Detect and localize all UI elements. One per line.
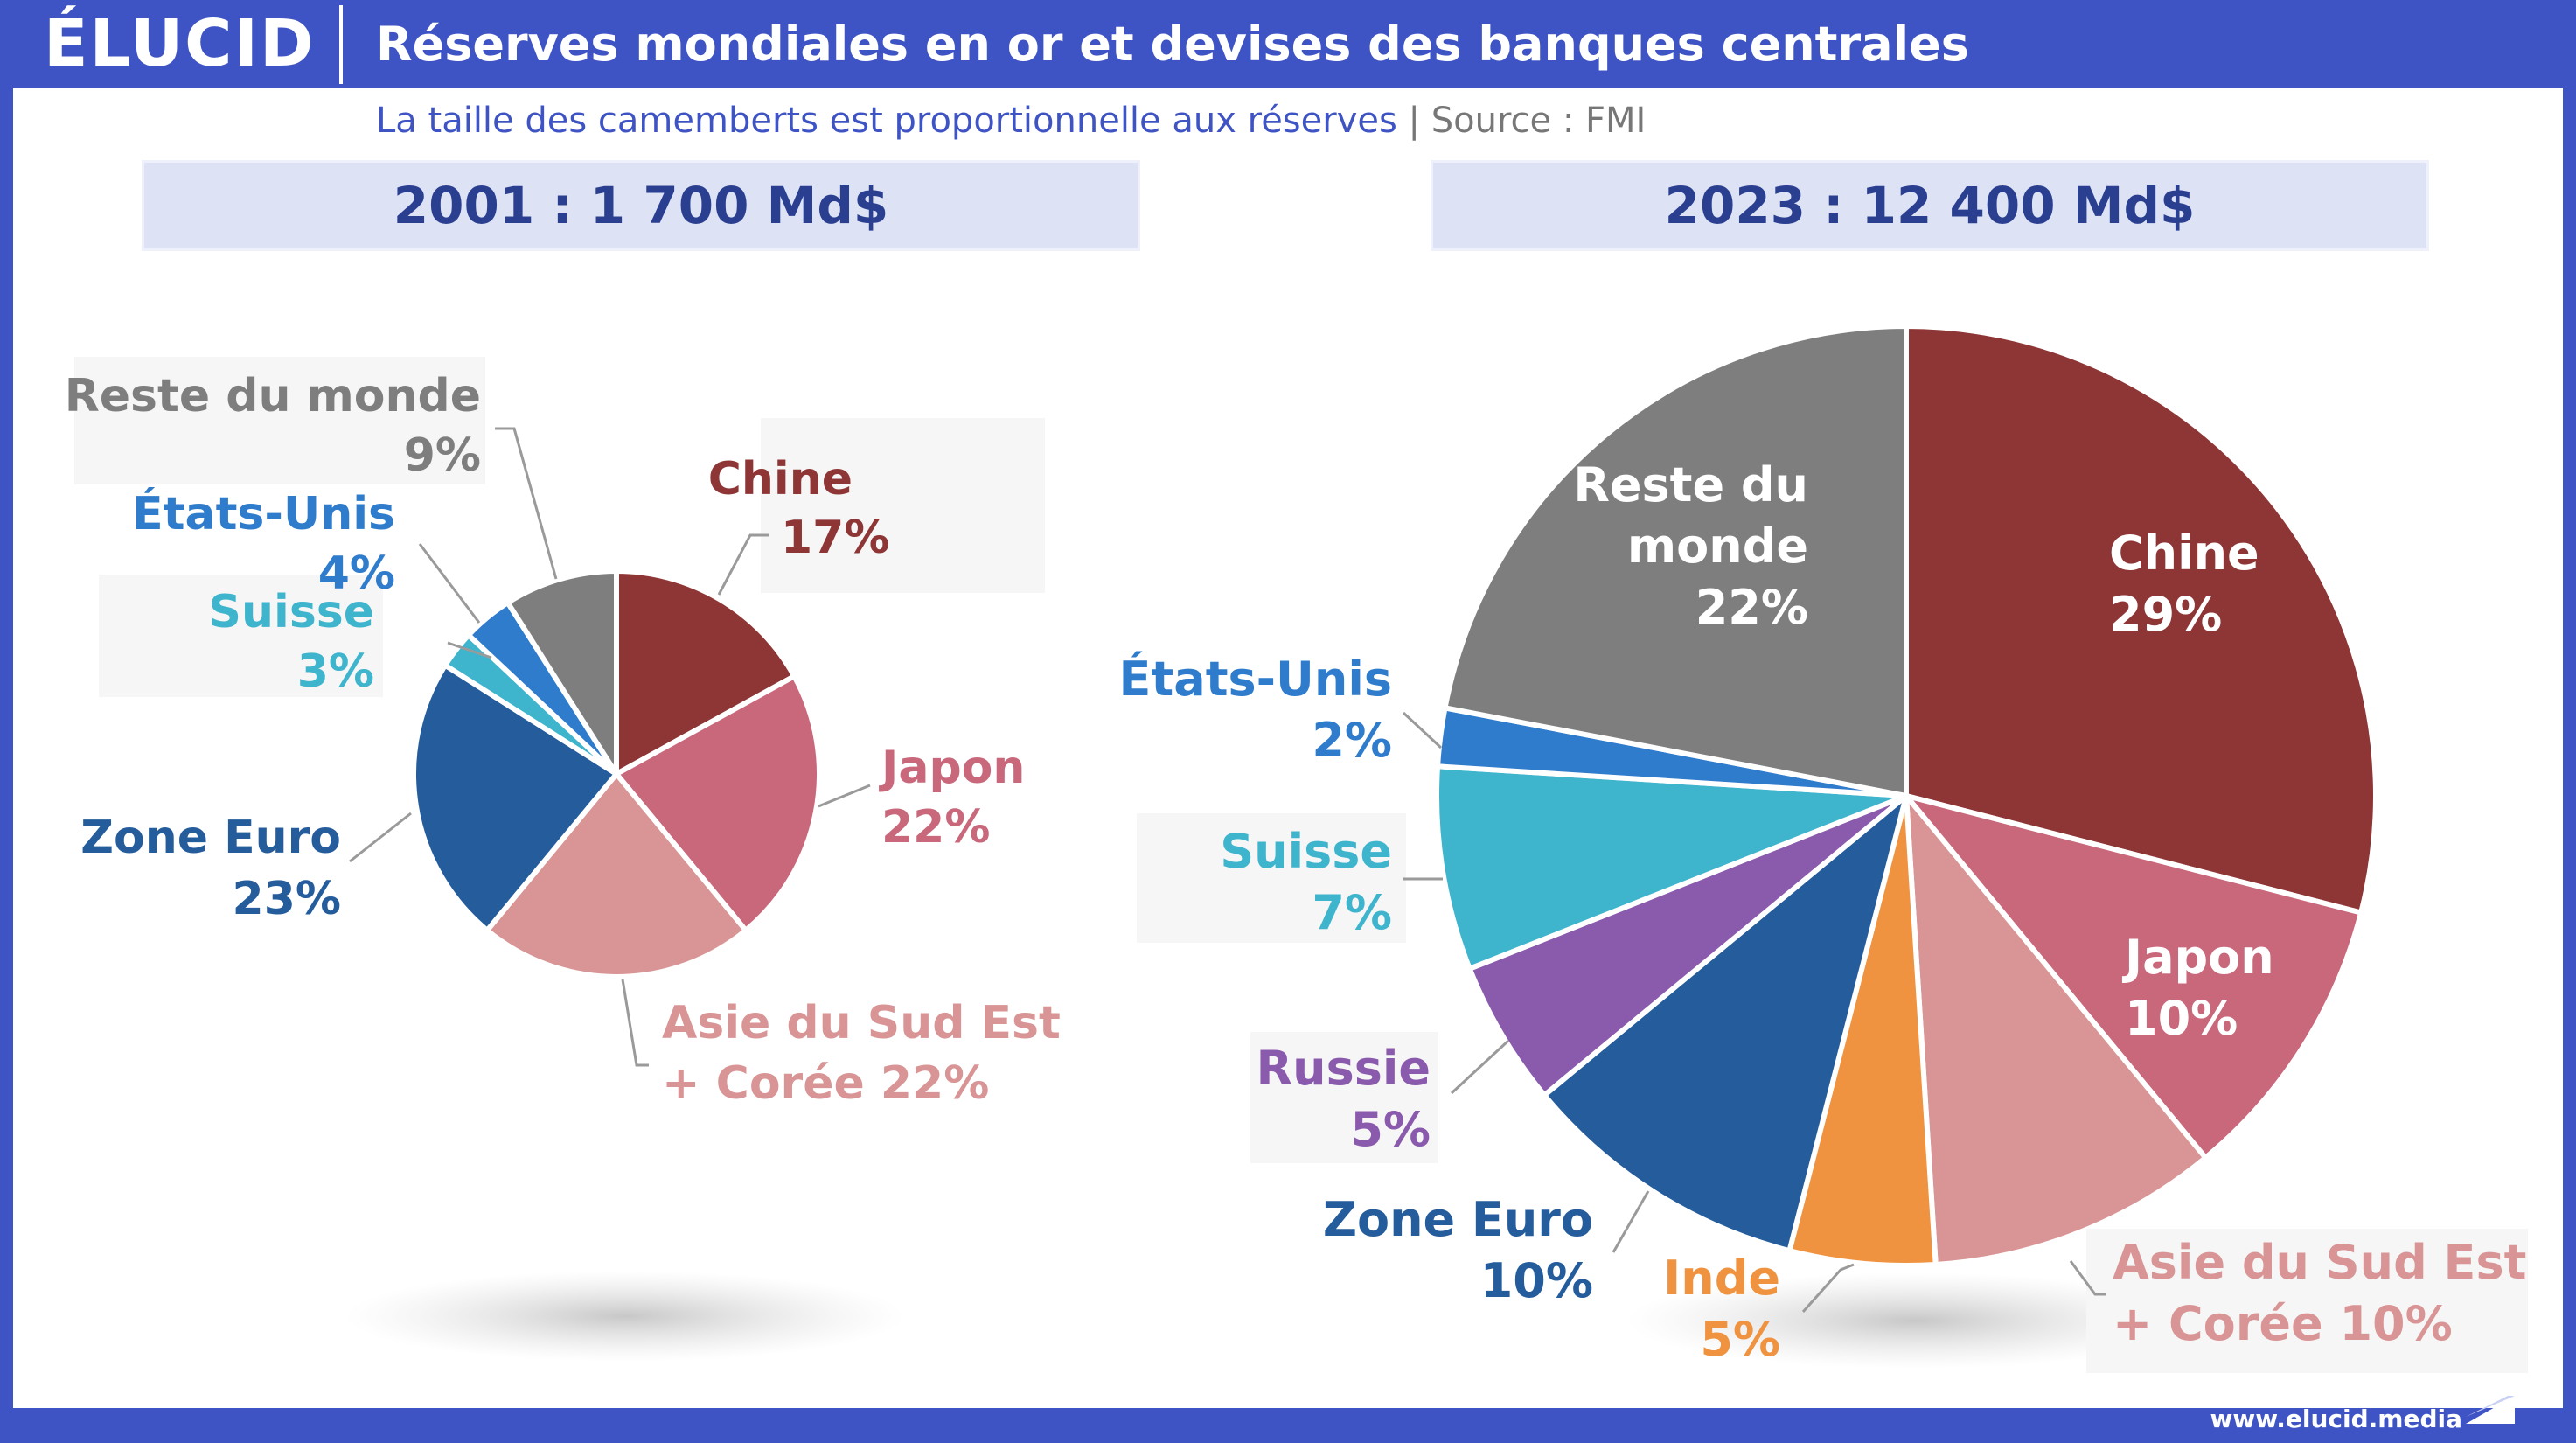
slice-label-label_text-0: 17% [781,512,889,564]
leader-line [1801,1263,1855,1314]
slice-label-label-1: Japon [2121,930,2274,985]
svg-text:+ Corée 22%: + Corée 22% [662,1057,989,1110]
pie-slice-2023-3 [1786,793,1939,1268]
pie-slice-2023-4 [1542,793,1909,1254]
pie-slice-2001-2 [484,771,748,979]
pie-slice-2001-6 [505,568,619,777]
leader-line [1450,1039,1510,1095]
slice-label-label_text-3: 23% [233,873,341,925]
pie-slice-2023-2 [1904,793,2209,1267]
slice-label-label_text-7: 2% [1312,713,1392,768]
source-text: Source : FMI [1431,101,1647,141]
subtitle-text: La taille des camemberts est proportionn… [376,101,1397,141]
slice-label-label-3: Inde [1663,1251,1780,1306]
leader-line [447,641,492,659]
leader-line [418,543,481,624]
pie-2001-slices [411,568,822,979]
slice-label-label2-8: monde [1627,519,1808,574]
slice-label-label_text-1: 10% [2125,991,2238,1046]
pie-2023-slices [1434,324,2379,1268]
label-backdrop [74,357,485,484]
label-backdrop [2086,1229,2528,1373]
pie-chart-2001: Chine 17% Japon 22% Asie du Sud Est + Corée 2… [65,357,1061,1362]
leader-line [1402,711,1443,749]
slice-label-label_text-6: 7% [1312,885,1392,940]
label-backdrop [1137,813,1406,943]
slice-label-label-0: Chine [708,453,853,505]
pie-2023-labels: Chine 29% Japon 10% Reste du monde 22% Asie du … [1119,457,2528,1373]
pie-slice-2023-0 [1904,324,2379,916]
slice-label-label-2: Asie du Sud Est [662,997,1061,1049]
pie-chart-2023: Chine 29% Japon 10% Reste du monde 22% Asie du … [1119,324,2528,1373]
chart-title-2023: 2023 : 12 400 Md$ [1431,160,2429,251]
label-backdrop [761,418,1045,593]
slice-label-label_text-5: 5% [1350,1102,1431,1157]
pie-slice-2001-1 [614,673,822,933]
slice-label-label-2: Asie du Sud Est [2113,1235,2526,1290]
leader-line [818,784,871,808]
slice-label-label-5: Russie [1257,1041,1431,1096]
slice-label-label-3: Zone Euro [80,812,341,864]
page-title: Réserves mondiales en or et devises des … [376,17,1969,72]
subtitle: La taille des camemberts est proportionn… [376,94,1646,147]
slice-label-label-5: États-Unis [132,487,395,540]
pie-slice-2001-0 [614,568,797,777]
slice-label-label_text-4: 10% [1480,1253,1593,1308]
slice-label-label_text-3: 5% [1700,1312,1780,1367]
slice-label-label_text-8: 22% [1695,580,1808,635]
leader-line [621,979,649,1067]
pie-shadow-2023 [1626,1272,2204,1369]
chart-title-2001: 2001 : 1 700 Md$ [142,160,1140,251]
slice-label-label-6: Reste du monde [65,370,481,422]
pie-slice-2001-3 [411,662,619,933]
slice-label-label-8: Reste du [1573,457,1808,512]
footer-arrow-icon [2466,1396,2515,1424]
leader-line [349,812,412,863]
logo-separator [339,5,343,84]
slice-label-label_text-5: 4% [318,547,395,600]
leader-line [1612,1190,1650,1253]
pie-slice-2023-1 [1904,793,2364,1161]
slice-label-label-4: Suisse [209,586,374,638]
slice-label-label-0: Chine [2109,526,2259,581]
pie-2001-labels: Chine 17% Japon 22% Asie du Sud Est + Corée 2… [65,357,1061,1110]
label-backdrop [1250,1032,1438,1163]
leader-line [495,427,558,580]
pie-slice-2023-5 [1466,793,1909,1098]
label-backdrop [99,575,383,697]
header: ÉLUCID Réserves mondiales en or et devis… [0,0,2576,88]
pie-shadow-2001 [345,1271,905,1362]
slice-label-label-4: Zone Euro [1323,1192,1593,1247]
slice-label-label-1: Japon [879,742,1025,794]
slice-label-label_text-4: 3% [297,645,374,698]
slice-label-label-7: États-Unis [1119,652,1392,707]
leader-line [717,533,769,596]
leader-line [2069,1260,2106,1296]
footer-url[interactable]: www.elucid.media [2210,1405,2462,1433]
slice-label-label_text-0: 29% [2109,587,2222,642]
slice-label-label_text-1: 22% [881,801,990,854]
svg-text:+ Corée 10%: + Corée 10% [2113,1296,2453,1351]
pie-slice-2023-6 [1434,763,1909,972]
pie-slice-2023-8 [1442,324,1909,798]
slice-label-label_text-6: 9% [404,429,481,482]
brand-logo[interactable]: ÉLUCID [44,6,316,81]
slice-label-label-6: Suisse [1220,824,1392,879]
subtitle-separator: | [1408,101,1421,141]
